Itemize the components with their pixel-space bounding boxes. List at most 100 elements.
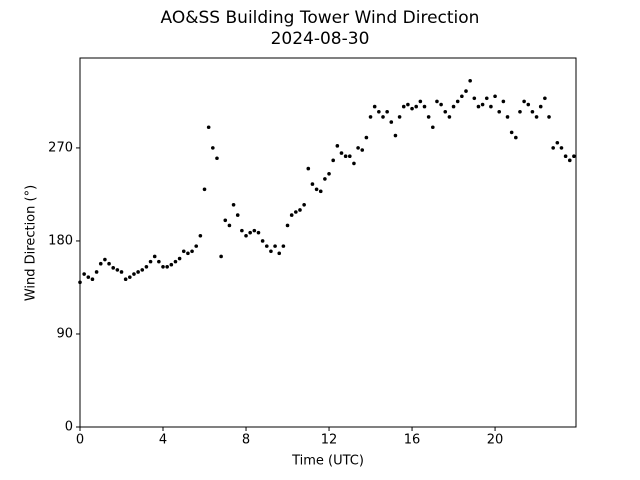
x-axis-label: Time (UTC) <box>291 454 364 469</box>
data-point <box>484 96 489 101</box>
data-point <box>78 280 82 285</box>
data-point <box>385 109 389 114</box>
data-point <box>177 256 182 261</box>
x-tick-label: 20 <box>487 433 504 448</box>
data-point <box>455 99 460 104</box>
data-point <box>406 102 410 107</box>
data-point <box>240 228 244 233</box>
data-point <box>107 261 111 266</box>
data-point <box>547 115 551 119</box>
data-point <box>543 96 547 101</box>
data-point <box>115 268 120 272</box>
data-point <box>248 230 252 235</box>
data-point <box>468 78 472 83</box>
data-point <box>132 272 136 276</box>
x-tick-label: 16 <box>404 433 421 448</box>
data-point <box>194 244 199 248</box>
data-point <box>211 146 215 150</box>
data-point <box>277 251 282 256</box>
data-point <box>289 213 294 217</box>
data-point <box>464 89 468 93</box>
data-point <box>389 120 394 124</box>
data-point <box>206 125 211 130</box>
x-tick-label: 8 <box>242 433 250 448</box>
y-tick-label: 270 <box>48 140 73 155</box>
data-point <box>472 96 477 101</box>
data-point <box>489 104 493 109</box>
data-point <box>264 244 269 248</box>
data-point <box>244 233 248 238</box>
data-point <box>181 249 186 254</box>
data-point <box>393 133 398 138</box>
data-point <box>94 270 99 274</box>
data-point <box>410 106 414 111</box>
data-point <box>173 259 178 264</box>
data-point <box>103 257 107 262</box>
data-point <box>451 104 456 109</box>
data-point <box>364 135 369 140</box>
y-tick-label: 180 <box>48 233 73 248</box>
data-point <box>90 277 95 281</box>
data-point <box>530 109 535 114</box>
data-point <box>119 270 124 274</box>
data-point <box>281 244 286 248</box>
data-point <box>426 115 431 119</box>
data-point <box>372 104 377 109</box>
data-point <box>215 156 219 161</box>
data-point <box>86 275 91 279</box>
data-point <box>144 264 149 269</box>
data-point <box>439 102 443 107</box>
data-point <box>256 230 261 235</box>
data-point <box>422 104 427 109</box>
data-point <box>447 115 452 119</box>
data-point <box>572 154 576 158</box>
data-point <box>202 187 207 192</box>
data-point <box>509 130 514 135</box>
data-point <box>323 177 327 181</box>
data-point <box>377 109 381 114</box>
data-point <box>223 218 228 223</box>
data-point <box>493 94 497 99</box>
x-tick-label: 4 <box>159 433 167 448</box>
data-point <box>190 249 194 254</box>
data-point <box>360 148 365 152</box>
plot-frame <box>79 57 577 428</box>
data-point <box>123 277 128 281</box>
data-point <box>148 259 153 264</box>
data-point <box>476 104 481 109</box>
data-point <box>285 223 290 228</box>
data-point <box>327 171 331 176</box>
data-point <box>480 102 485 107</box>
data-point <box>219 254 223 259</box>
data-point <box>497 109 502 114</box>
data-point <box>368 115 373 119</box>
data-point <box>526 102 531 107</box>
data-point <box>563 154 568 158</box>
chart-subtitle: 2024-08-30 <box>271 29 370 49</box>
data-point <box>235 213 240 217</box>
data-point <box>567 158 572 163</box>
data-point <box>555 140 560 145</box>
data-point <box>538 104 543 109</box>
data-point <box>418 99 423 104</box>
data-point <box>331 158 335 163</box>
data-point <box>343 154 348 158</box>
data-point <box>534 115 539 119</box>
data-point <box>302 202 306 207</box>
data-point <box>169 262 174 267</box>
data-point <box>82 272 86 276</box>
data-point <box>551 146 555 150</box>
data-point <box>136 270 140 274</box>
data-point <box>522 99 526 104</box>
data-point <box>318 189 323 194</box>
data-point <box>252 228 257 233</box>
data-point <box>306 166 311 171</box>
data-point <box>98 261 103 266</box>
data-point <box>401 104 406 109</box>
data-point <box>231 202 236 207</box>
x-tick-label: 12 <box>321 433 338 448</box>
data-point <box>111 266 116 270</box>
data-point <box>356 146 360 150</box>
data-point <box>269 249 273 254</box>
